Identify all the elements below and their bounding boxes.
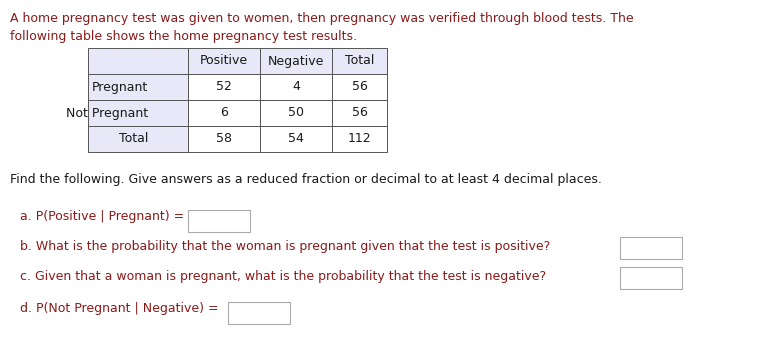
Text: Negative: Negative [267,55,324,68]
Text: 50: 50 [288,106,304,119]
Text: b. What is the probability that the woman is pregnant given that the test is pos: b. What is the probability that the woma… [20,240,550,253]
Text: following table shows the home pregnancy test results.: following table shows the home pregnancy… [10,30,357,43]
Bar [188,48,260,74]
Bar [620,237,682,259]
Text: 54: 54 [288,133,304,145]
Text: 4: 4 [292,80,300,94]
Text: 6: 6 [220,106,228,119]
Text: a. P(Positive | Pregnant) =: a. P(Positive | Pregnant) = [20,210,184,223]
Text: 112: 112 [347,133,371,145]
Text: c. Given that a woman is pregnant, what is the probability that the test is nega: c. Given that a woman is pregnant, what … [20,270,546,283]
Bar [332,100,387,126]
Text: Positive: Positive [200,55,248,68]
Text: 52: 52 [216,80,232,94]
Bar [88,126,188,152]
Text: 58: 58 [216,133,232,145]
Text: 56: 56 [351,80,367,94]
Bar [188,74,260,100]
Bar [88,100,188,126]
Bar [88,74,188,100]
Bar [188,126,260,152]
Text: Pregnant: Pregnant [91,80,148,94]
Text: Total: Total [119,133,148,145]
Bar [228,302,290,324]
Bar [260,100,332,126]
Bar [332,48,387,74]
Bar [260,74,332,100]
Bar [88,48,188,74]
Bar [260,48,332,74]
Text: Not Pregnant: Not Pregnant [66,106,148,119]
Text: 56: 56 [351,106,367,119]
Bar [620,267,682,289]
Text: d. P(Not Pregnant | Negative) =: d. P(Not Pregnant | Negative) = [20,302,219,315]
Bar [332,74,387,100]
Text: Total: Total [345,55,374,68]
Bar [332,126,387,152]
Text: Find the following. Give answers as a reduced fraction or decimal to at least 4 : Find the following. Give answers as a re… [10,173,602,186]
Text: A home pregnancy test was given to women, then pregnancy was verified through bl: A home pregnancy test was given to women… [10,12,634,25]
Bar [188,210,250,232]
Bar [260,126,332,152]
Bar [188,100,260,126]
